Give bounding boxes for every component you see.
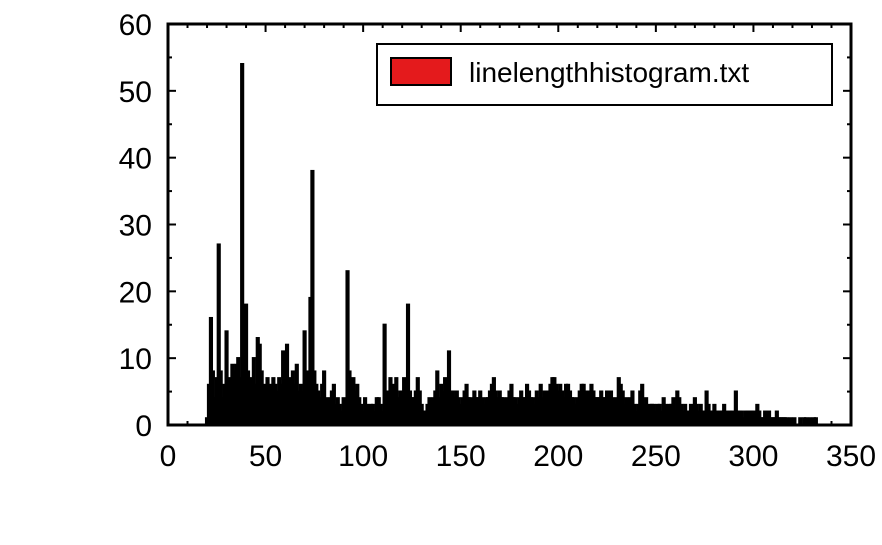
x-tick-labels: 0 50 100 150 200 250 300 350: [160, 440, 876, 473]
y-tick-label: 30: [119, 210, 152, 243]
y-tick-label: 10: [119, 343, 152, 376]
tick-marks: [167, 23, 852, 426]
x-tick-label: 350: [826, 440, 876, 473]
x-tick-label: 250: [631, 440, 681, 473]
histogram-bars: [204, 62, 818, 427]
legend: linelengthhistogram.txt: [376, 43, 833, 106]
x-tick-label: 200: [533, 440, 583, 473]
legend-swatch: [390, 57, 452, 86]
y-tick-labels: 0 10 20 30 40 50 60: [119, 9, 152, 443]
x-tick-label: 300: [728, 440, 778, 473]
legend-label: linelengthhistogram.txt: [469, 57, 749, 88]
y-tick-label: 0: [135, 410, 152, 443]
x-tick-label: 100: [338, 440, 388, 473]
x-tick-label: 50: [249, 440, 282, 473]
y-tick-label: 50: [119, 76, 152, 109]
x-tick-label: 0: [160, 440, 177, 473]
y-tick-label: 60: [119, 9, 152, 42]
y-tick-label: 20: [119, 276, 152, 309]
x-tick-label: 150: [436, 440, 486, 473]
legend-box: [376, 43, 833, 106]
y-tick-label: 40: [119, 143, 152, 176]
